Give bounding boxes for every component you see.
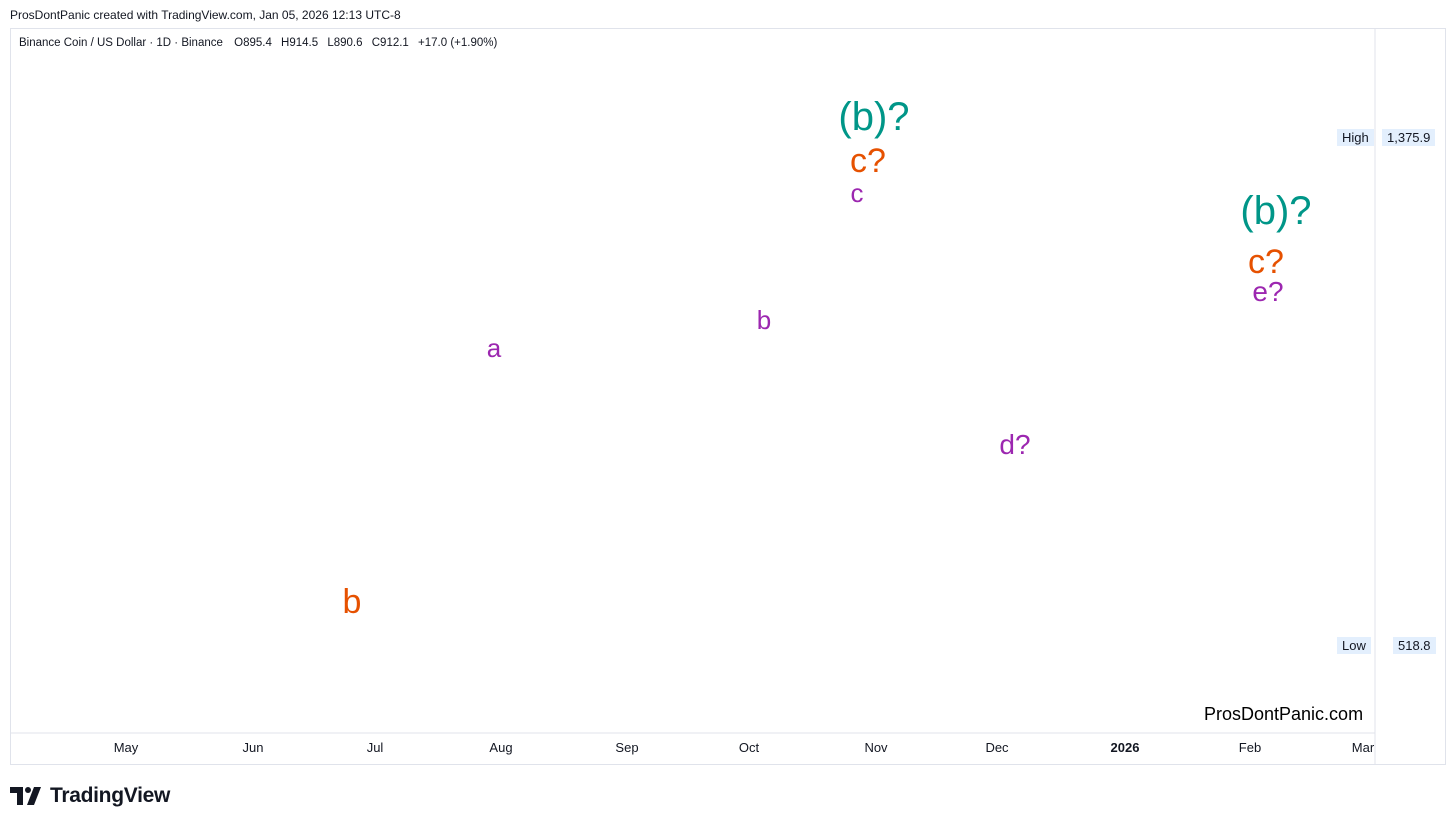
time-tick-label: Nov <box>864 740 888 755</box>
time-tick-label: Aug <box>489 740 512 755</box>
time-tick-label: Jun <box>243 740 264 755</box>
low-badge-value: 518.8 <box>1393 637 1436 654</box>
chart-credit: ProsDontPanic created with TradingView.c… <box>10 8 401 22</box>
wave-label-e: e? <box>1252 276 1283 307</box>
wave-label-c-question-right: c? <box>1248 243 1284 281</box>
tradingview-wordmark: TradingView <box>50 784 171 807</box>
low-badge-label: Low <box>1337 637 1371 654</box>
tradingview-icon <box>10 787 41 805</box>
wave-label-a: a <box>487 333 502 363</box>
high-badge-value: 1,375.9 <box>1382 129 1436 146</box>
tradingview-logo[interactable]: TradingView <box>10 784 170 808</box>
ohlc-values: O895.4 H914.5 L890.6 C912.1 +17.0 (+1.90… <box>234 37 497 49</box>
wave-label-c: c <box>851 178 864 208</box>
time-tick-label: May <box>114 740 139 755</box>
time-tick-label: Mar <box>1352 740 1375 755</box>
change-value: +17.0 (+1.90%) <box>418 37 498 49</box>
time-tick-label: Dec <box>985 740 1009 755</box>
wave-label-b-orange: b <box>343 583 362 621</box>
symbol-name: Binance Coin / US Dollar · 1D · Binance <box>19 37 223 49</box>
time-tick-label: Jul <box>367 740 384 755</box>
open-label: O <box>234 37 244 49</box>
time-tick-label: Feb <box>1239 740 1261 755</box>
close-value: 912.1 <box>380 37 409 49</box>
open-value: 895.4 <box>243 37 272 49</box>
low-label: L <box>327 37 334 49</box>
time-axis[interactable]: May Jun Jul Aug Sep Oct Nov Dec 2026 Feb Mar <box>114 740 1375 755</box>
symbol-legend[interactable]: Binance Coin / US Dollar · 1D · Binance … <box>19 37 497 49</box>
time-tick-label: Sep <box>615 740 638 755</box>
wave-label-b-teal-top: (b)? <box>838 95 909 139</box>
close-label: C <box>371 37 381 49</box>
wave-label-b-teal-right: (b)? <box>1240 189 1311 233</box>
wave-label-d: d? <box>999 429 1030 460</box>
chart-frame <box>10 28 1446 765</box>
watermark: ProsDontPanic.com <box>1204 704 1364 724</box>
high-label: H <box>281 37 290 49</box>
wave-label-c-question-top: c? <box>850 142 886 180</box>
wave-labels: a b b c c? (b)? d? e? c? (b)? <box>343 95 1312 621</box>
low-value: 890.6 <box>333 37 363 49</box>
high-badge-label: High <box>1337 129 1374 146</box>
time-tick-label: 2026 <box>1111 740 1140 755</box>
high-value: 914.5 <box>289 37 319 49</box>
wave-label-b-purple: b <box>757 305 771 335</box>
time-tick-label: Oct <box>739 740 760 755</box>
